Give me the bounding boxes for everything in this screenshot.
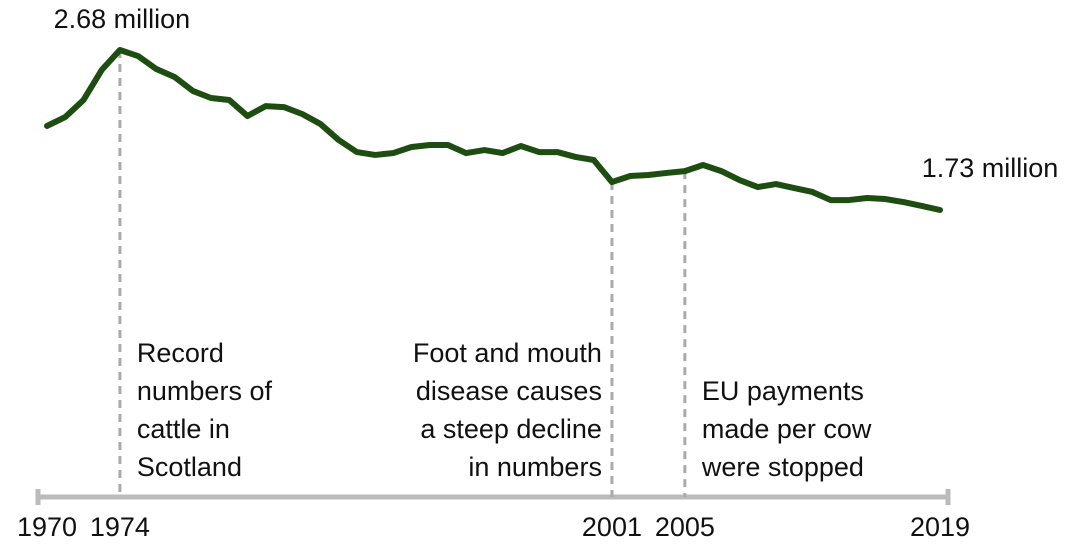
annotation-text: Record [137,338,224,368]
annotation-text: a steep decline [420,414,602,444]
annotation-text: Scotland [137,452,242,482]
x-tick-label: 1970 [17,512,77,542]
annotation-text: disease causes [416,376,602,406]
x-tick-label: 2001 [582,512,642,542]
annotation-text: in numbers [468,452,602,482]
annotation-text: numbers of [137,376,273,406]
x-tick-label: 1974 [90,512,150,542]
data-line [44,47,943,213]
annotation-text: Foot and mouth [413,338,602,368]
annotation-text: were stopped [701,452,864,482]
annotation-text: made per cow [702,414,872,444]
value-label: 1.73 million [922,153,1059,183]
x-tick-label: 2005 [655,512,715,542]
annotation-text: EU payments [702,376,864,406]
x-tick-label: 2019 [910,512,970,542]
value-label: 2.68 million [54,4,191,34]
annotation-text: cattle in [137,414,230,444]
